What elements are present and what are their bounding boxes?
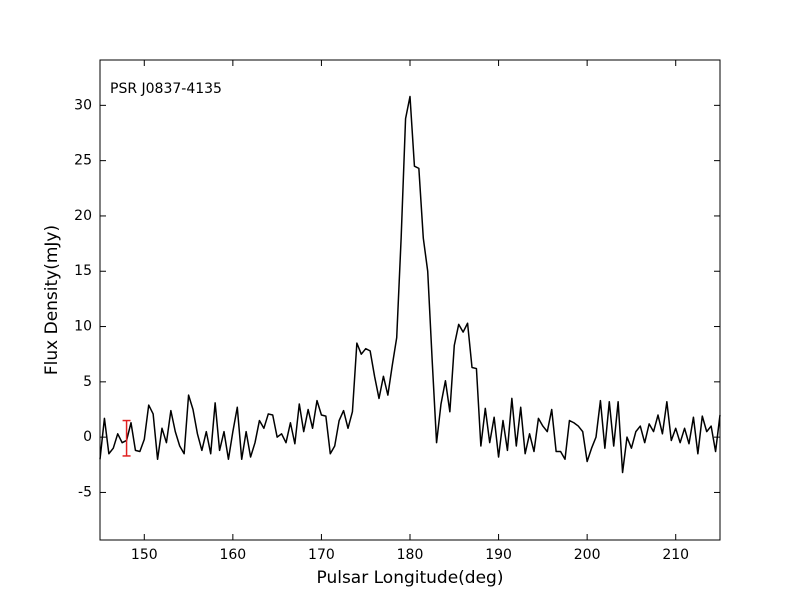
y-tick-label: 15 <box>74 263 92 279</box>
plot-frame <box>99 59 721 541</box>
annotation: PSR J0837-4135 <box>110 81 222 97</box>
y-axis-label: Flux Density(mJy) <box>42 225 62 375</box>
x-axis-label: Pulsar Longitude(deg) <box>317 568 504 588</box>
x-tick-label: 150 <box>131 547 158 563</box>
x-tick-label: 190 <box>485 547 512 563</box>
x-tick-label: 180 <box>397 547 424 563</box>
y-tick-label: 5 <box>83 374 92 390</box>
y-tick-label: 30 <box>74 97 92 113</box>
x-tick-label: 200 <box>574 547 601 563</box>
y-tick-label: -5 <box>78 484 92 500</box>
y-tick-label: 20 <box>74 208 92 224</box>
x-tick-label: 210 <box>662 547 689 563</box>
data-line <box>99 95 721 474</box>
y-tick-label: 10 <box>74 319 92 335</box>
y-tick-label: 25 <box>74 153 92 169</box>
y-tick-label: 0 <box>83 429 92 445</box>
x-tick-label: 160 <box>219 547 246 563</box>
x-tick-label: 170 <box>308 547 335 563</box>
